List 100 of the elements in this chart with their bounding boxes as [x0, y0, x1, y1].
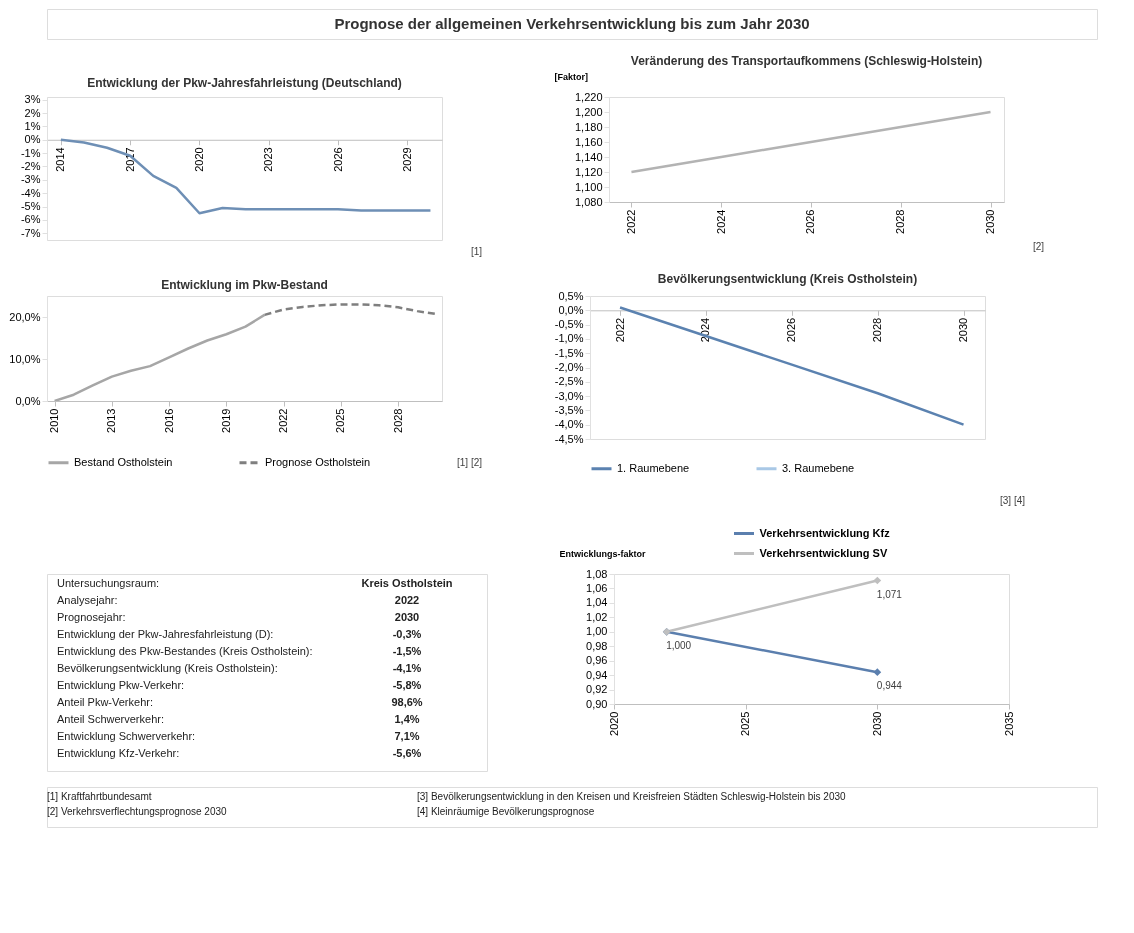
y-tick-label: -1,0%: [554, 332, 584, 345]
x-tick-label: 2010: [48, 408, 61, 433]
x-tick-label: 2023: [262, 147, 275, 172]
point: [873, 576, 882, 585]
y-tick-label: -1%: [20, 146, 41, 159]
text: [1] Kraftfahrtbundesamt: [47, 791, 152, 802]
y-tick-label: 1,02: [586, 610, 608, 623]
y-tick-label: 1,04: [586, 596, 608, 609]
x-tick-label: 2020: [192, 147, 205, 172]
y-tick-label: 0,90: [586, 697, 608, 710]
line-series: [630, 110, 992, 174]
y-tick-label: 1,08: [586, 567, 608, 580]
text: -4,1%: [392, 662, 422, 674]
text: [1]: [470, 246, 483, 257]
x-tick-label: 2029: [400, 147, 413, 172]
line-series: [263, 303, 438, 317]
y-tick-label: 0,0%: [558, 303, 584, 316]
text: Untersuchungsraum:: [57, 577, 160, 589]
y-tick-label: 1%: [24, 119, 41, 132]
y-tick-label: 0,96: [586, 654, 608, 667]
x-tick-label: 2028: [391, 408, 404, 433]
y-axis-title: [Faktor]: [554, 71, 588, 82]
y-tick-label: 10,0%: [9, 352, 41, 365]
text: Entwicklung Pkw-Verkehr:: [57, 679, 185, 691]
x-tick-label: 2030: [870, 711, 883, 736]
text: 1,4%: [394, 713, 420, 725]
text: 7,1%: [394, 730, 420, 742]
x-tick-label: 2022: [613, 317, 626, 343]
x-tick-label: 2025: [739, 711, 752, 736]
y-tick-label: 0,0%: [15, 394, 41, 407]
text: -5,6%: [392, 747, 422, 759]
y-tick-label: 0,92: [586, 683, 608, 696]
x-tick-label: 2014: [54, 147, 67, 172]
chart-title: Entwicklung der Pkw-Jahresfahrleistung (Deutschland): [87, 75, 402, 90]
y-tick-label: 20,0%: [9, 310, 41, 323]
text: Anteil Pkw-Verkehr:: [57, 696, 153, 708]
x-tick-label: 2030: [957, 317, 970, 343]
x-tick-label: 2035: [1002, 711, 1015, 736]
text: Analysejahr:: [57, 594, 118, 606]
y-tick-label: -6%: [20, 213, 41, 226]
y-tick-label: 1,00: [586, 625, 608, 638]
text: [3] Bevölkerungsentwicklung in den Kreisen und Kreisfreien Städten Schleswig-Holstein bis 2030: [417, 791, 847, 802]
y-tick-label: -0,5%: [554, 318, 584, 331]
y-tick-label: -2%: [20, 160, 41, 172]
chart-title: Bevölkerungsentwicklung (Kreis Ostholstein): [657, 272, 918, 286]
text: 2030: [394, 611, 420, 623]
y-tick-label: 2%: [24, 106, 41, 119]
y-tick-label: 1,100: [574, 180, 603, 193]
text: [3] [4]: [999, 495, 1026, 506]
text: Prognose der allgemeinen Verkehrsentwicklung bis zum Jahr 2030: [334, 15, 810, 32]
y-tick-label: -4,0%: [554, 418, 584, 431]
x-tick-label: 2016: [162, 408, 175, 433]
x-tick-label: 2026: [331, 147, 344, 172]
x-tick-label: 2022: [624, 209, 637, 234]
chart-title: Veränderung des Transportaufkommens (Schleswig-Holstein): [630, 54, 983, 68]
y-tick-label: -1,5%: [554, 346, 584, 359]
point: [873, 668, 882, 677]
legend-label: 3. Raumebene: [782, 461, 855, 474]
legend-label: Bestand Ostholstein: [74, 455, 173, 468]
y-tick-label: 1,200: [574, 105, 603, 118]
y-tick-label: -4,5%: [554, 432, 584, 445]
data-label: 1,000: [666, 639, 692, 651]
line-series: [53, 313, 266, 401]
x-tick-label: 2013: [105, 408, 118, 433]
text: Prognosejahr:: [57, 611, 126, 623]
y-tick-label: 3%: [24, 93, 41, 106]
y-tick-label: 1,120: [574, 165, 603, 178]
text: [2] Verkehrsverflechtungsprognose 2030: [47, 806, 227, 817]
data-label: 0,944: [876, 680, 903, 692]
text: [2]: [1032, 241, 1045, 252]
y-tick-label: 1,140: [574, 150, 603, 163]
y-tick-label: -5%: [20, 200, 41, 213]
x-tick-label: 2024: [714, 209, 727, 234]
y-tick-label: 1,080: [574, 195, 603, 208]
y-tick-label: 0,94: [586, 668, 608, 681]
text: -0,3%: [392, 628, 422, 640]
x-tick-label: 2020: [607, 711, 620, 736]
data-label: 1,071: [876, 588, 903, 600]
text: Entwicklung der Pkw-Jahresfahrleistung (D):: [57, 628, 274, 640]
text: [4] Kleinräumige Bevölkerungsprognose: [417, 806, 595, 817]
y-tick-label: -7%: [20, 226, 41, 239]
x-tick-label: 2030: [984, 209, 997, 234]
y-tick-label: 0%: [24, 133, 41, 146]
text: Entwicklung Schwerverkehr:: [57, 730, 196, 742]
y-tick-label: 1,220: [574, 90, 603, 103]
text: [1] [2]: [456, 457, 483, 468]
x-tick-label: 2028: [871, 317, 884, 343]
x-tick-label: 2022: [277, 408, 290, 433]
text: Bevölkerungsentwicklung (Kreis Ostholstein):: [57, 662, 278, 674]
y-tick-label: -2,0%: [554, 361, 584, 373]
text: 2022: [394, 594, 420, 606]
y-tick-label: -4%: [20, 186, 41, 199]
line-series: [618, 306, 965, 426]
text: -1,5%: [392, 645, 422, 657]
y-tick-label: -3%: [20, 173, 41, 186]
y-tick-label: 1,180: [574, 120, 603, 133]
legend-label: 1. Raumebene: [617, 461, 690, 474]
y-axis-title: Entwicklungs-faktor: [559, 548, 647, 559]
y-tick-label: 1,160: [574, 135, 603, 148]
legend-label: Verkehrsentwicklung Kfz: [759, 526, 891, 539]
